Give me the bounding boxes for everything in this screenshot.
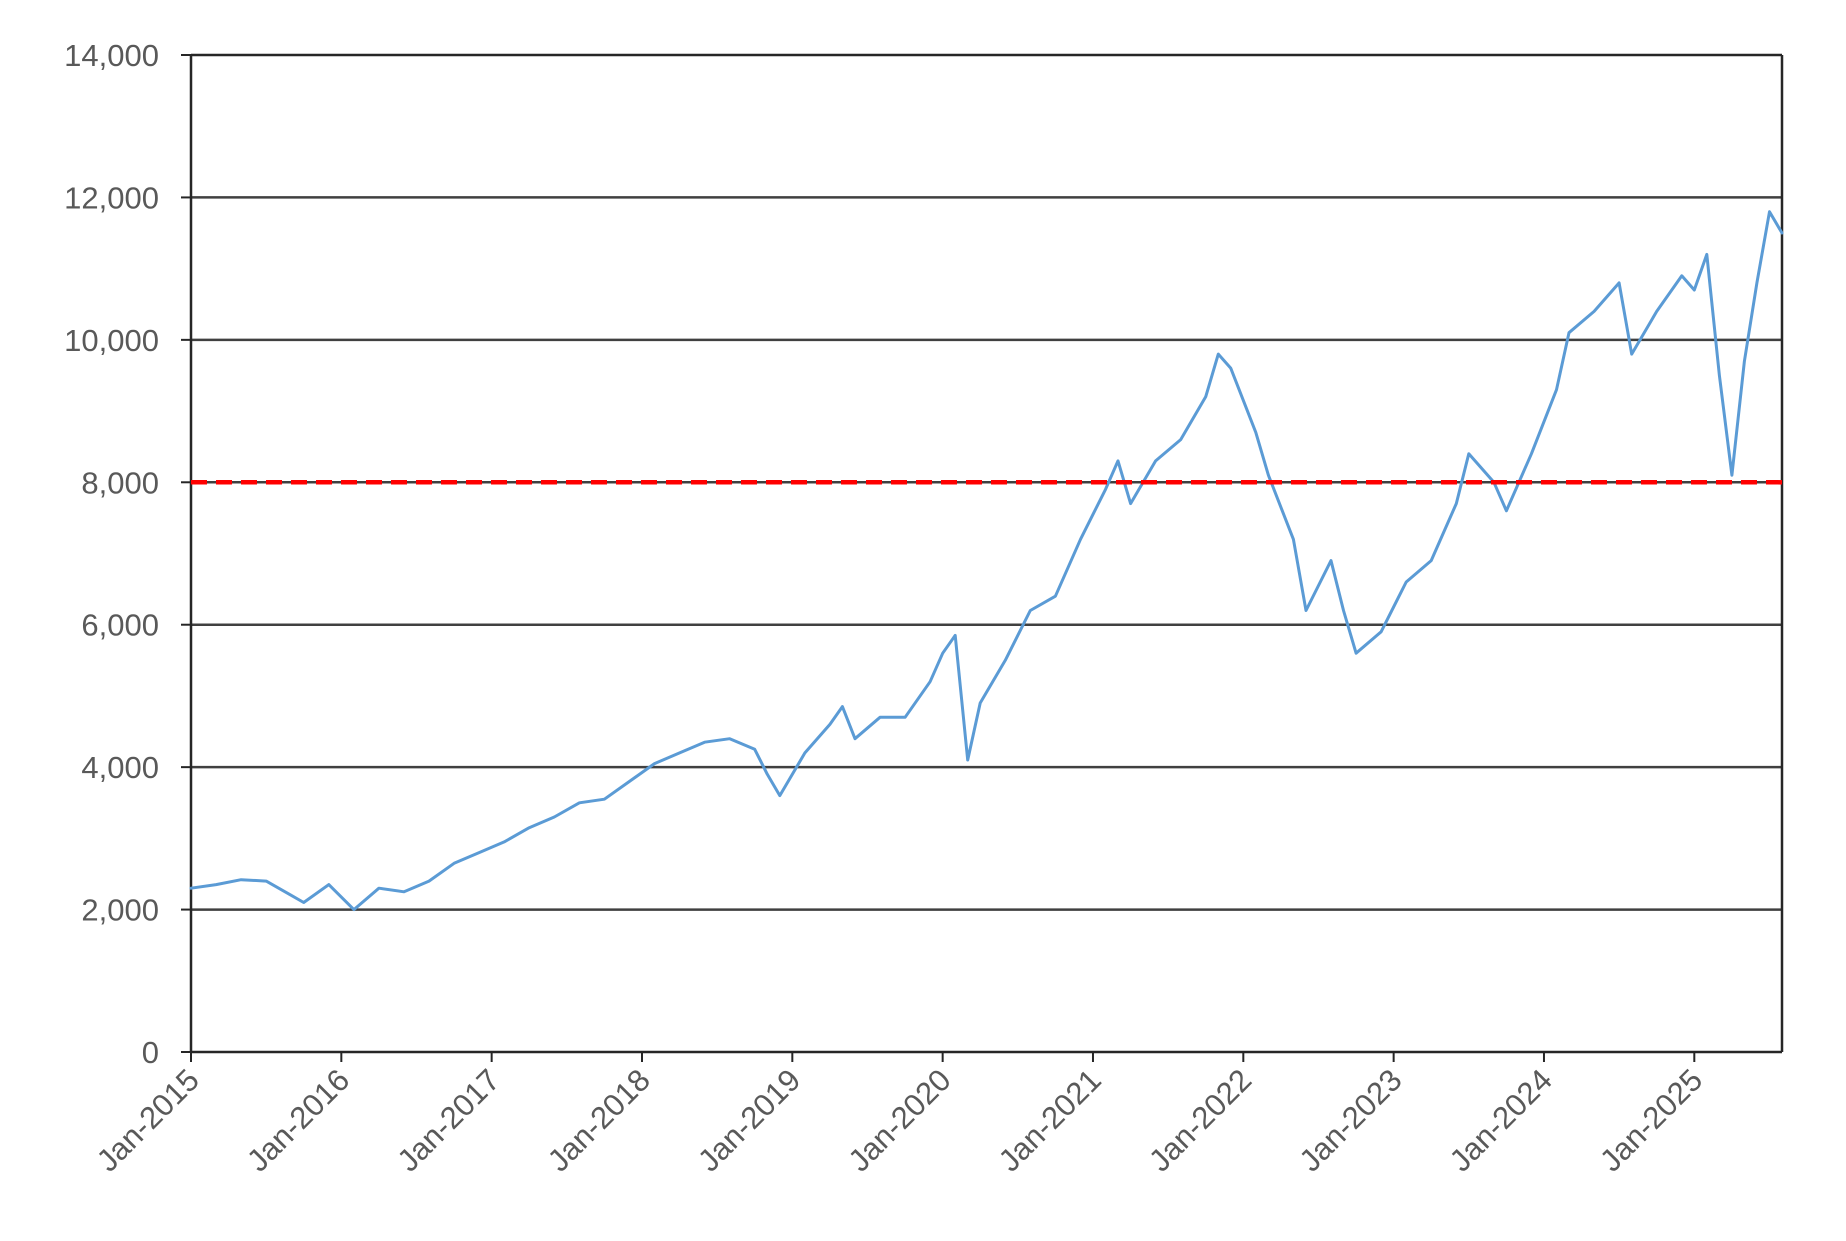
x-tick-label: Jan-2016 bbox=[240, 1062, 356, 1178]
y-tick-label: 2,000 bbox=[81, 893, 159, 928]
x-tick-label: Jan-2025 bbox=[1593, 1062, 1709, 1178]
x-tick-label: Jan-2019 bbox=[691, 1062, 807, 1178]
y-tick-label: 0 bbox=[142, 1035, 159, 1070]
x-tick-label: Jan-2015 bbox=[90, 1062, 206, 1178]
y-tick-label: 4,000 bbox=[81, 750, 159, 785]
x-tick-label: Jan-2020 bbox=[841, 1062, 957, 1178]
x-tick-label: Jan-2017 bbox=[390, 1062, 506, 1178]
x-tick-label: Jan-2023 bbox=[1292, 1062, 1408, 1178]
series-line bbox=[189, 210, 1784, 912]
y-tick-label: 14,000 bbox=[64, 38, 159, 73]
x-tick-label: Jan-2024 bbox=[1443, 1062, 1559, 1178]
y-tick-label: 12,000 bbox=[64, 180, 159, 215]
x-tick-label: Jan-2021 bbox=[992, 1062, 1108, 1178]
y-tick-label: 6,000 bbox=[81, 608, 159, 643]
y-tick-label: 10,000 bbox=[64, 323, 159, 358]
plot-area bbox=[191, 55, 1782, 1052]
x-tick-label: Jan-2018 bbox=[541, 1062, 657, 1178]
x-tick-label: Jan-2022 bbox=[1142, 1062, 1258, 1178]
y-tick-label: 8,000 bbox=[81, 465, 159, 500]
